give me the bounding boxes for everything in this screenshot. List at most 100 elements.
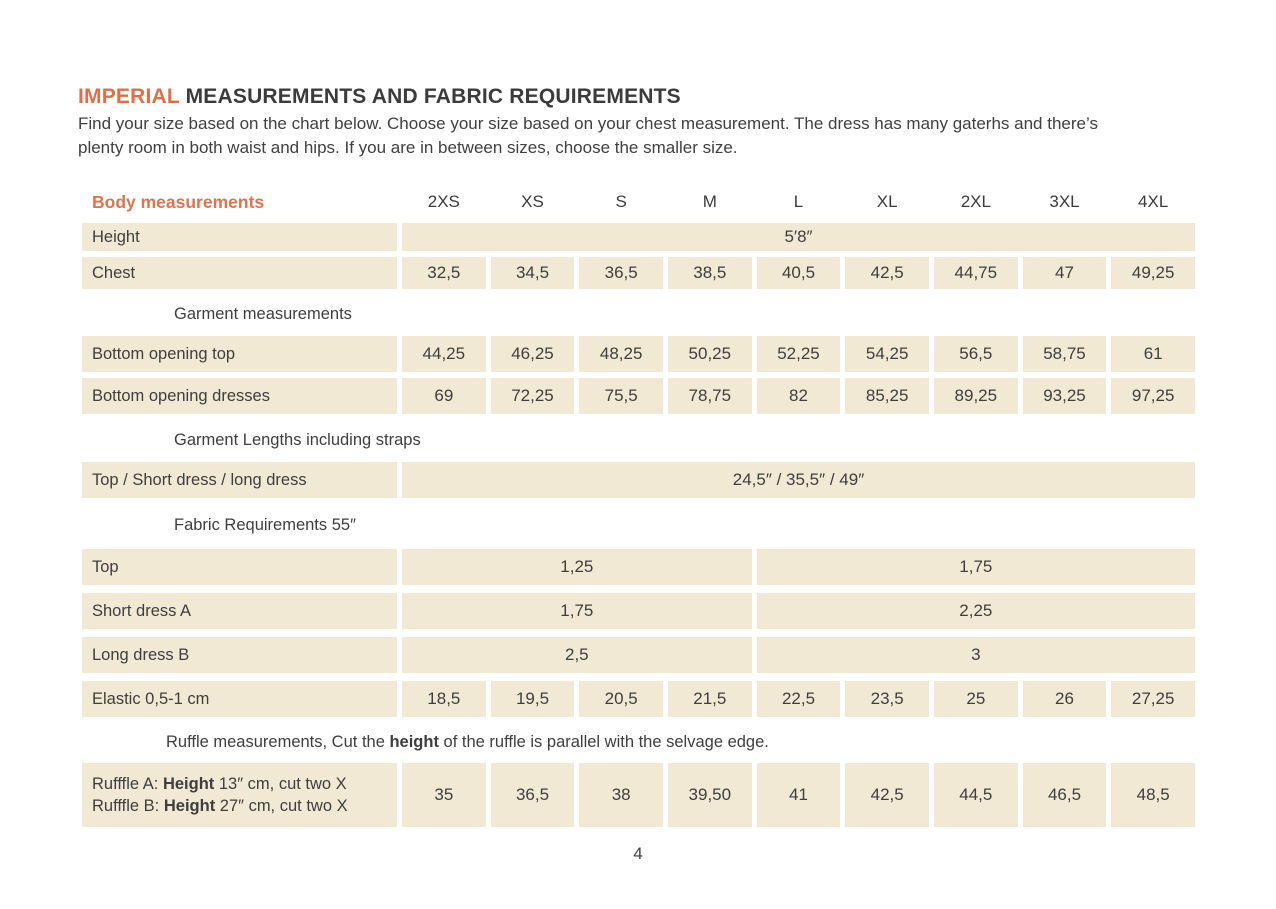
value-cell: 38 [579, 763, 663, 827]
value-cell: 75,5 [579, 378, 663, 414]
value-cell: 38,5 [667, 257, 752, 289]
value-cell: 97,25 [1111, 378, 1195, 414]
table-row-elastic: Elastic 0,5-1 cm 18,5 19,5 20,5 21,5 22,… [82, 681, 1195, 717]
table-row-bottom-opening-dresses: Bottom opening dresses 69 72,25 75,5 78,… [82, 378, 1195, 414]
value-cell: 20,5 [579, 681, 663, 717]
value-cell: 40,5 [756, 257, 841, 289]
value-cell: 42,5 [845, 257, 929, 289]
section-label-garment-lengths: Garment Lengths including straps [174, 431, 421, 449]
value-cell: 26 [1022, 681, 1107, 717]
value-cell: 35 [402, 763, 486, 827]
row-label: Top / Short dress / long dress [82, 462, 397, 498]
document-page: IMPERIAL MEASUREMENTS AND FABRIC REQUIRE… [0, 84, 1276, 909]
value-cell-right-span: 3 [756, 637, 1195, 673]
row-label: Long dress B [82, 637, 397, 673]
row-label: Bottom opening dresses [82, 378, 397, 414]
row-label: Bottom opening top [82, 336, 397, 372]
ruffle-note: Ruffle measurements, Cut the height of t… [166, 733, 1195, 752]
value-cell: 48,5 [1111, 763, 1195, 827]
value-cell-span: 24,5″ / 35,5″ / 49″ [402, 462, 1195, 498]
row-label: Top [82, 549, 397, 585]
value-cell: 32,5 [402, 257, 486, 289]
size-header-4xl: 4XL [1138, 192, 1169, 211]
size-header-m: M [702, 192, 717, 211]
size-header-s: S [615, 192, 627, 211]
measurement-table: Body measurements 2XS XS S M L XL 2XL 3X… [82, 187, 1195, 827]
table-row-fabric-short-dress-a: Short dress A 1,75 2,25 [82, 593, 1195, 629]
intro-text: Find your size based on the chart below.… [78, 112, 1276, 160]
value-cell: 54,25 [845, 336, 929, 372]
value-cell: 85,25 [845, 378, 929, 414]
ruffle-a-prefix: Rufffle A: [92, 775, 163, 793]
value-cell-left-span: 1,25 [402, 549, 752, 585]
value-cell: 21,5 [667, 681, 752, 717]
value-cell: 42,5 [845, 763, 929, 827]
table-header-label: Body measurements [92, 191, 265, 212]
ruffle-a-bold: Height [162, 775, 215, 793]
value-cell: 23,5 [845, 681, 929, 717]
table-row-fabric-top: Top 1,25 1,75 [82, 549, 1195, 585]
value-cell: 36,5 [490, 763, 575, 827]
table-row-ruffles: Rufffle A: Height 13″ cm, cut two X Ruff… [82, 763, 1195, 827]
value-cell: 44,25 [402, 336, 486, 372]
section-label-fabric-requirements: Fabric Requirements 55″ [174, 516, 356, 534]
value-cell: 93,25 [1022, 378, 1107, 414]
ruffle-b-prefix: Rufffle B: [92, 797, 164, 815]
value-cell: 41 [756, 763, 841, 827]
value-cell: 39,50 [667, 763, 752, 827]
value-cell-left-span: 1,75 [402, 593, 752, 629]
value-cell: 48,25 [579, 336, 663, 372]
size-header-2xl: 2XL [960, 192, 991, 211]
value-cell: 47 [1022, 257, 1107, 289]
ruffle-a-line: Rufffle A: Height 13″ cm, cut two X [92, 773, 347, 795]
value-cell: 22,5 [756, 681, 841, 717]
value-cell: 49,25 [1111, 257, 1195, 289]
size-header-xs: XS [521, 192, 544, 211]
size-header-xl: XL [876, 192, 898, 211]
value-cell: 56,5 [933, 336, 1018, 372]
table-header-row: Body measurements 2XS XS S M L XL 2XL 3X… [82, 187, 1195, 217]
size-header-l: L [793, 192, 804, 211]
page-title: IMPERIAL MEASUREMENTS AND FABRIC REQUIRE… [78, 84, 1276, 110]
value-cell: 27,25 [1111, 681, 1195, 717]
ruffle-b-suffix: 27″ cm, cut two X [215, 797, 348, 815]
ruffle-b-line: Rufffle B: Height 27″ cm, cut two X [92, 795, 348, 817]
table-row-garment-lengths: Top / Short dress / long dress 24,5″ / 3… [82, 462, 1195, 498]
value-cell: 61 [1111, 336, 1195, 372]
value-cell: 50,25 [667, 336, 752, 372]
value-cell: 25 [933, 681, 1018, 717]
ruffle-note-prefix: Ruffle measurements, Cut the [166, 733, 390, 751]
value-cell: 18,5 [402, 681, 486, 717]
value-cell: 34,5 [490, 257, 575, 289]
table-row-fabric-long-dress-b: Long dress B 2,5 3 [82, 637, 1195, 673]
value-cell-right-span: 1,75 [756, 549, 1195, 585]
value-cell-span: 5′8″ [402, 223, 1195, 251]
page-title-rest: MEASUREMENTS AND FABRIC REQUIREMENTS [179, 85, 681, 108]
table-row-bottom-opening-top: Bottom opening top 44,25 46,25 48,25 50,… [82, 336, 1195, 372]
row-label: Elastic 0,5-1 cm [82, 681, 397, 717]
value-cell: 52,25 [756, 336, 841, 372]
row-label-ruffles: Rufffle A: Height 13″ cm, cut two X Ruff… [82, 763, 397, 827]
page-number: 4 [633, 844, 643, 863]
value-cell: 46,5 [1022, 763, 1107, 827]
value-cell: 72,25 [490, 378, 575, 414]
ruffle-b-bold: Height [163, 797, 216, 815]
ruffle-a-suffix: 13″ cm, cut two X [214, 775, 347, 793]
value-cell: 36,5 [579, 257, 663, 289]
value-cell-left-span: 2,5 [402, 637, 752, 673]
value-cell: 78,75 [667, 378, 752, 414]
row-label: Short dress A [82, 593, 397, 629]
value-cell: 44,5 [933, 763, 1018, 827]
table-row-height: Height 5′8″ [82, 223, 1195, 251]
value-cell: 44,75 [933, 257, 1018, 289]
value-cell: 82 [756, 378, 841, 414]
size-header-3xl: 3XL [1049, 192, 1080, 211]
size-header-2xs: 2XS [427, 192, 460, 211]
row-label: Chest [82, 257, 397, 289]
intro-line-2: plenty room in both waist and hips. If y… [78, 138, 738, 157]
ruffle-note-bold: height [389, 733, 439, 751]
page-title-highlight: IMPERIAL [78, 85, 180, 108]
row-label: Height [82, 223, 397, 251]
value-cell: 69 [402, 378, 486, 414]
table-row-chest: Chest 32,5 34,5 36,5 38,5 40,5 42,5 44,7… [82, 257, 1195, 289]
